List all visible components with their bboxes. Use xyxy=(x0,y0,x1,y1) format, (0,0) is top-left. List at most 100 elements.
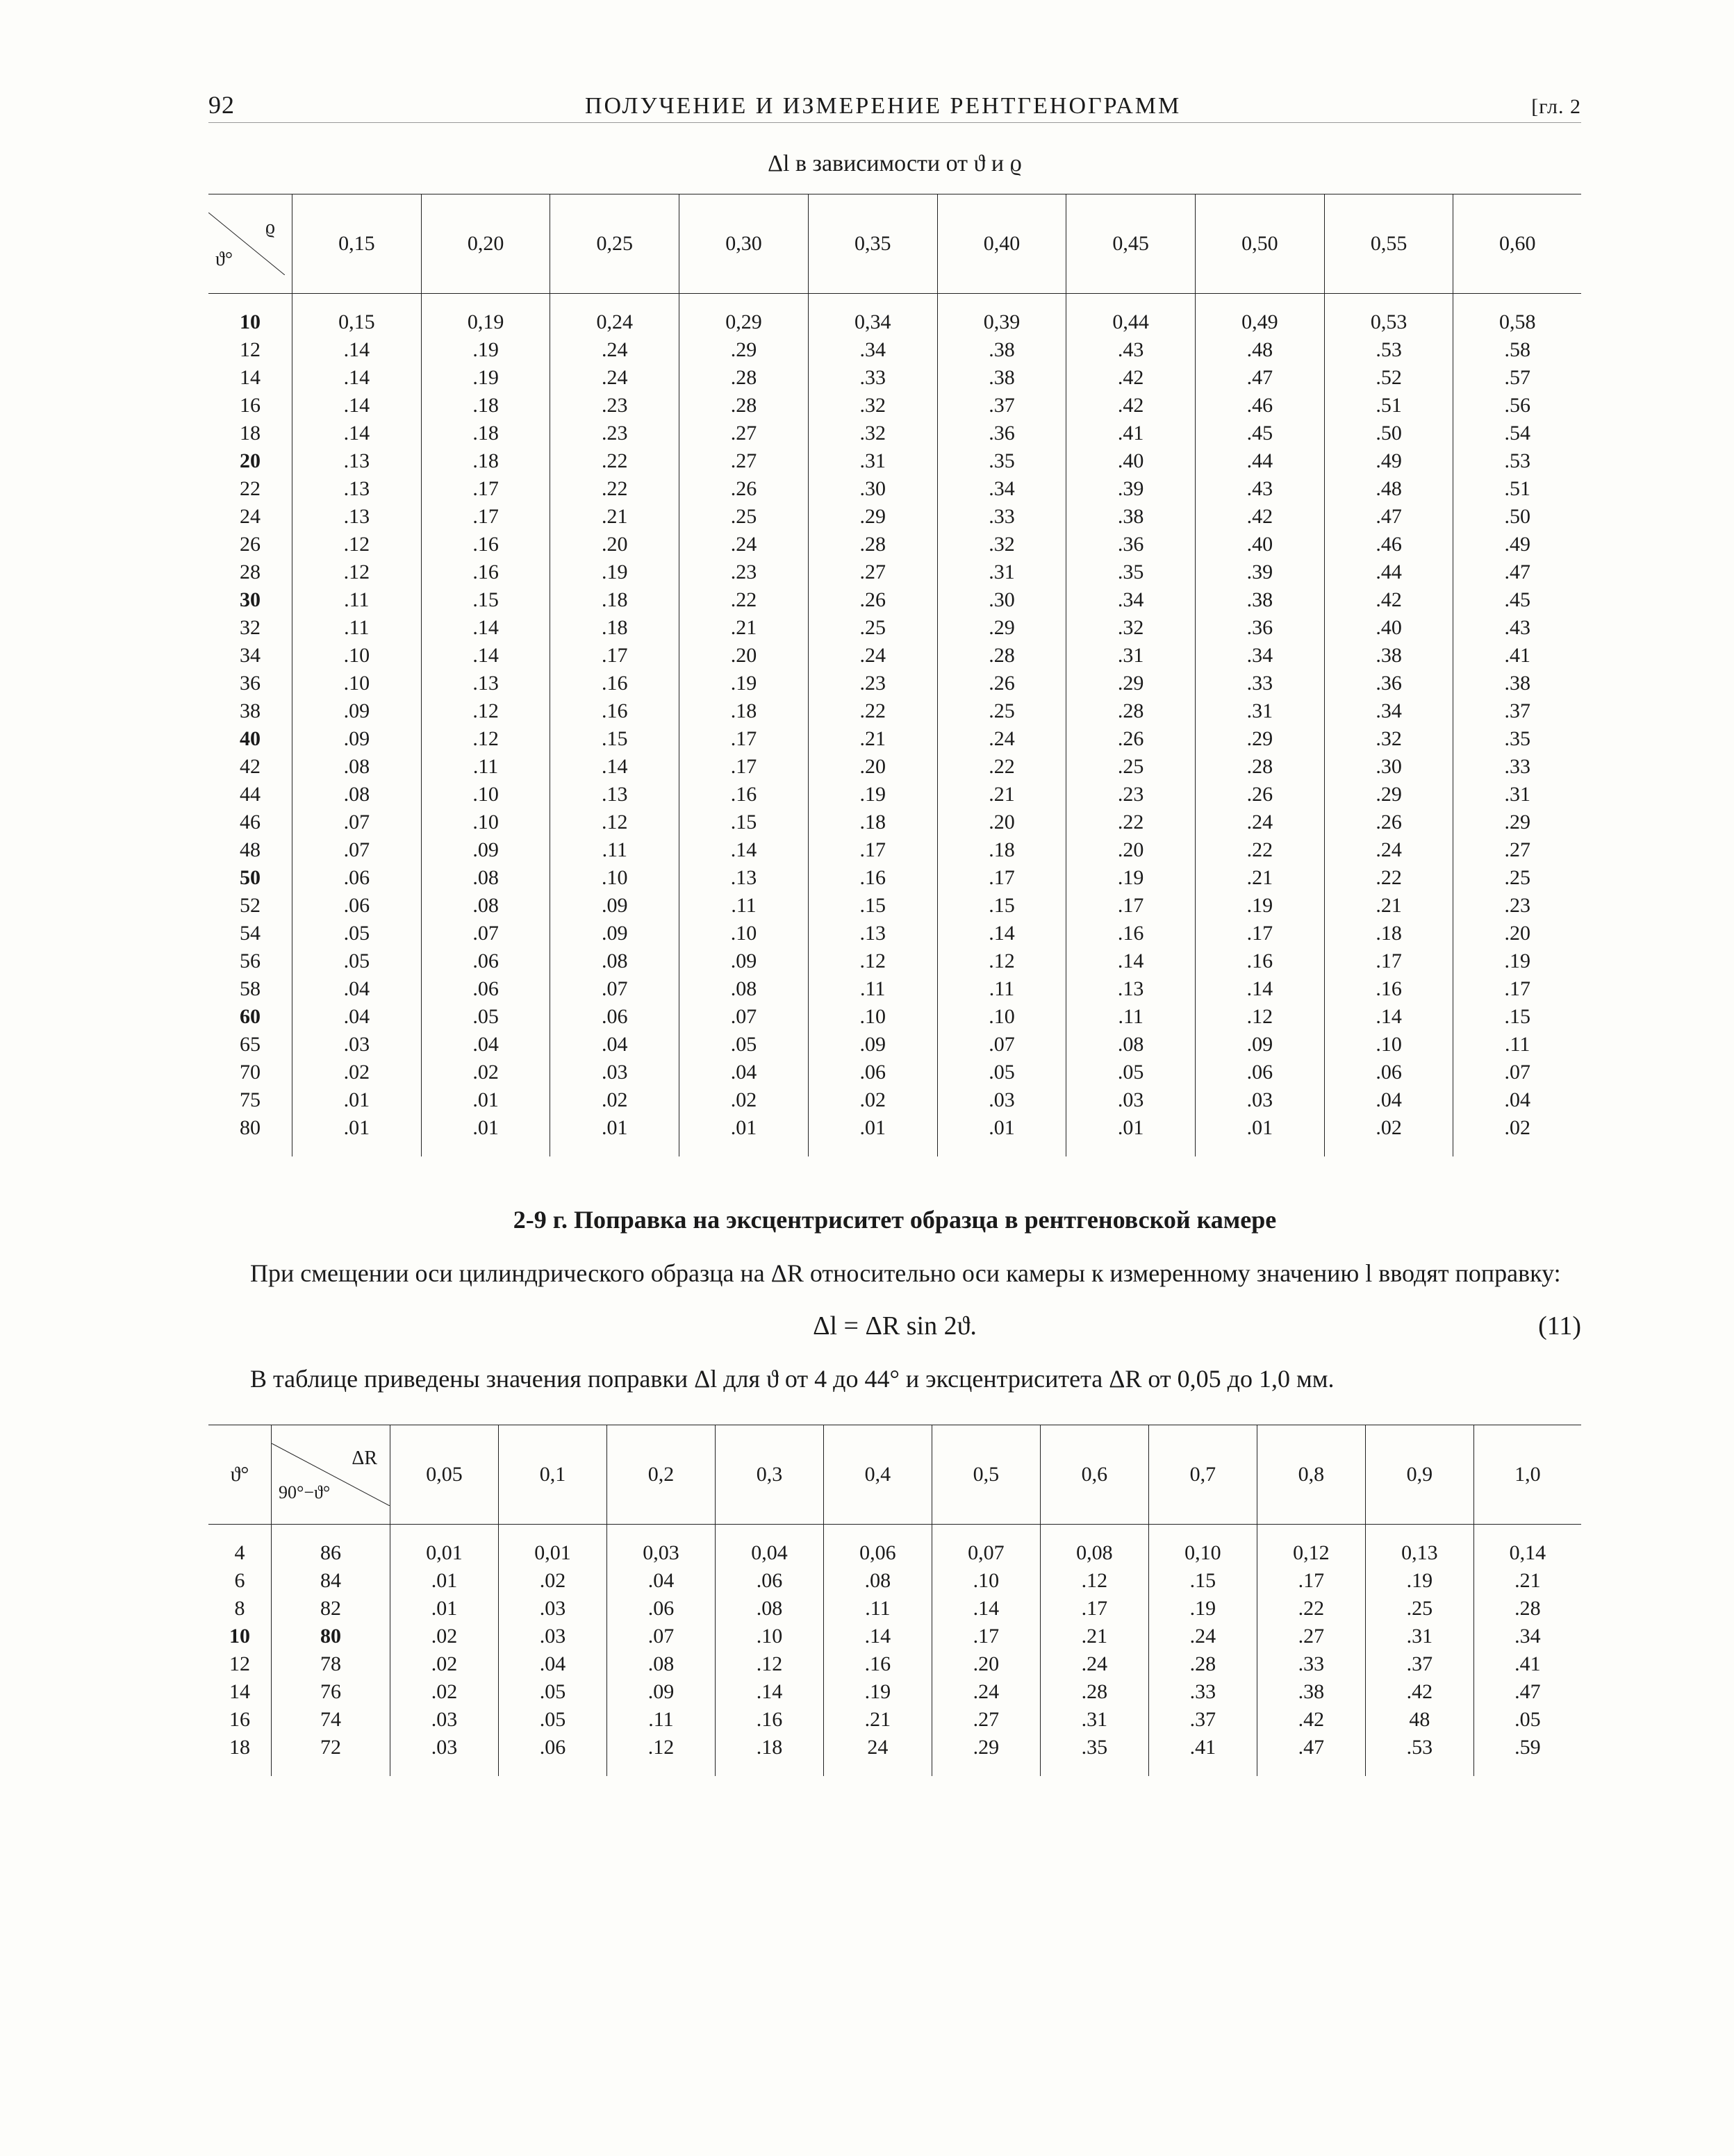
table1-cell: .07 xyxy=(937,1031,1066,1059)
table1-cell: .38 xyxy=(1453,670,1581,697)
table1-cell: .06 xyxy=(808,1059,937,1086)
table1-cell: .16 xyxy=(679,781,809,808)
table1-cell: 0,39 xyxy=(937,294,1066,337)
table1-cell: .50 xyxy=(1453,503,1581,531)
table1-cell: .29 xyxy=(808,503,937,531)
table1-cell: .11 xyxy=(1453,1031,1581,1059)
table1-cell: .01 xyxy=(421,1086,550,1114)
table2-cell: .14 xyxy=(823,1623,932,1650)
table2-cell: .02 xyxy=(390,1650,499,1678)
table1-cell: .10 xyxy=(679,920,809,947)
table2-row-header-label: ϑ° xyxy=(208,1425,272,1525)
table1-cell: .20 xyxy=(679,642,809,670)
table2-cell: .25 xyxy=(1365,1595,1473,1623)
table1-cell: .19 xyxy=(421,336,550,364)
table1-cell: .49 xyxy=(1453,531,1581,558)
table1-row: 20.13.18.22.27.31.35.40.44.49.53 xyxy=(208,447,1581,475)
table1-cell: .30 xyxy=(937,586,1066,614)
table1-cell: .48 xyxy=(1324,475,1453,503)
table1-corner-top: ϱ xyxy=(265,217,275,239)
table2-cell: 0,08 xyxy=(1040,1525,1148,1568)
table2-cell: 0,06 xyxy=(823,1525,932,1568)
table2-cell: .42 xyxy=(1365,1678,1473,1706)
table1-cell: .43 xyxy=(1196,475,1325,503)
table1-cell: 0,34 xyxy=(808,294,937,337)
table1-cell: .12 xyxy=(808,947,937,975)
table1-cell: .27 xyxy=(1453,836,1581,864)
table1-row: 34.10.14.17.20.24.28.31.34.38.41 xyxy=(208,642,1581,670)
table2-complement-label: 82 xyxy=(272,1595,390,1623)
table1-cell: .19 xyxy=(808,781,937,808)
table1-row-label: 80 xyxy=(208,1114,292,1156)
table1-row: 54.05.07.09.10.13.14.16.17.18.20 xyxy=(208,920,1581,947)
table1-row: 75.01.01.02.02.02.03.03.03.04.04 xyxy=(208,1086,1581,1114)
table1-row-label: 18 xyxy=(208,420,292,447)
table1-cell: .10 xyxy=(421,808,550,836)
table1-row-label: 34 xyxy=(208,642,292,670)
scanned-page: 92 ПОЛУЧЕНИЕ И ИЗМЕРЕНИЕ РЕНТГЕНОГРАММ [… xyxy=(0,0,1734,2156)
table2-cell: .02 xyxy=(498,1567,606,1595)
table2-theta-label: 10 xyxy=(208,1623,272,1650)
table1-row: 30.11.15.18.22.26.30.34.38.42.45 xyxy=(208,586,1581,614)
table-delta-l-eccentricity: ϑ°ΔR90°−ϑ°0,050,10,20,30,40,50,60,70,80,… xyxy=(208,1425,1581,1776)
table1-cell: .12 xyxy=(1196,1003,1325,1031)
table1-cell: .22 xyxy=(550,447,679,475)
table1-cell: .23 xyxy=(550,420,679,447)
table2-cell: .29 xyxy=(932,1734,1040,1776)
table1-cell: .04 xyxy=(421,1031,550,1059)
table1-cell: .21 xyxy=(937,781,1066,808)
table1-cell: .19 xyxy=(1066,864,1196,892)
table1-cell: .18 xyxy=(421,392,550,420)
table1-cell: .05 xyxy=(421,1003,550,1031)
table1-row: 48.07.09.11.14.17.18.20.22.24.27 xyxy=(208,836,1581,864)
table1-cell: .02 xyxy=(421,1059,550,1086)
chapter-marker: [гл. 2 xyxy=(1531,95,1581,119)
table1-cell: .17 xyxy=(1196,920,1325,947)
table2-cell: .20 xyxy=(932,1650,1040,1678)
table1-col-header: 0,50 xyxy=(1196,194,1325,294)
table2-cell: .04 xyxy=(606,1567,715,1595)
table1-col-header: 0,15 xyxy=(292,194,422,294)
table1-cell: .35 xyxy=(937,447,1066,475)
table2-cell: 0,07 xyxy=(932,1525,1040,1568)
table1-cell: .17 xyxy=(1066,892,1196,920)
table1-cell: .13 xyxy=(808,920,937,947)
table1-cell: .27 xyxy=(679,420,809,447)
table1-cell: .18 xyxy=(808,808,937,836)
table1-cell: .17 xyxy=(1324,947,1453,975)
table1-cell: .02 xyxy=(679,1086,809,1114)
table1-cell: .01 xyxy=(937,1114,1066,1156)
table1-cell: .26 xyxy=(808,586,937,614)
table1-row-label: 12 xyxy=(208,336,292,364)
table2-col-header: 0,4 xyxy=(823,1425,932,1525)
table1-cell: .33 xyxy=(1453,753,1581,781)
table1-row: 24.13.17.21.25.29.33.38.42.47.50 xyxy=(208,503,1581,531)
table1-row-label: 10 xyxy=(208,294,292,337)
table1-cell: .22 xyxy=(1196,836,1325,864)
table2-cell: .28 xyxy=(1473,1595,1581,1623)
table2-cell: .15 xyxy=(1148,1567,1257,1595)
table2-col-header: 0,9 xyxy=(1365,1425,1473,1525)
table1-cell: .38 xyxy=(1196,586,1325,614)
table1-corner-cell: ϱϑ° xyxy=(208,194,292,294)
table1-cell: .23 xyxy=(550,392,679,420)
table2-cell: .47 xyxy=(1257,1734,1365,1776)
table1-cell: .28 xyxy=(1066,697,1196,725)
table2-row: 882.01.03.06.08.11.14.17.19.22.25.28 xyxy=(208,1595,1581,1623)
section-heading: 2-9 г. Поправка на эксцентриситет образц… xyxy=(208,1205,1581,1234)
paragraph-intro: При смещении оси цилиндрического образца… xyxy=(208,1255,1581,1291)
table2-col-header: 1,0 xyxy=(1473,1425,1581,1525)
table1-cell: .42 xyxy=(1196,503,1325,531)
table1-row-label: 36 xyxy=(208,670,292,697)
table1-cell: .28 xyxy=(1196,753,1325,781)
table1-row-label: 65 xyxy=(208,1031,292,1059)
table2-theta-label: 18 xyxy=(208,1734,272,1776)
table2-cell: .28 xyxy=(1040,1678,1148,1706)
table1-cell: .52 xyxy=(1324,364,1453,392)
table1-row-label: 48 xyxy=(208,836,292,864)
table1-cell: .33 xyxy=(808,364,937,392)
table1-cell: .07 xyxy=(292,836,422,864)
table2-cell: .05 xyxy=(498,1678,606,1706)
table1-cell: .19 xyxy=(550,558,679,586)
table2-cell: .16 xyxy=(715,1706,823,1734)
